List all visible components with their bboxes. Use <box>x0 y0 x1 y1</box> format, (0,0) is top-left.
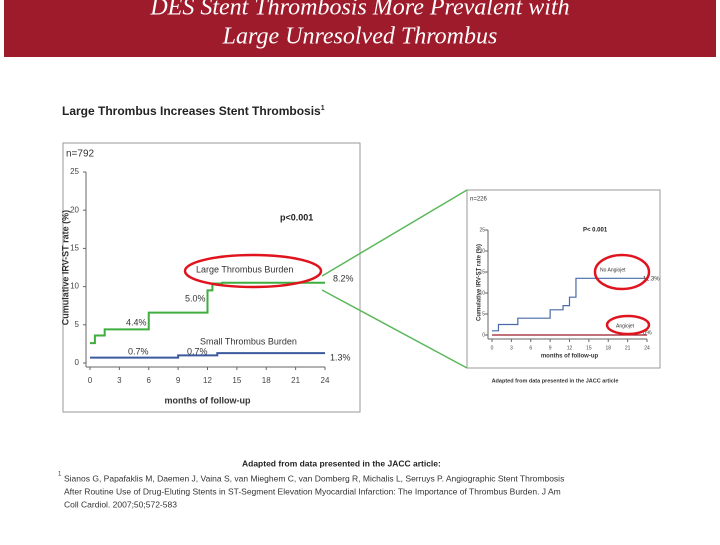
x-tick-label: 3 <box>117 376 122 385</box>
x-tick-label: 15 <box>232 376 241 385</box>
x-tick-label: 6 <box>529 345 532 351</box>
highlight-ellipse <box>593 253 651 291</box>
main-chart-frame <box>62 142 361 413</box>
y-tick-label: 0 <box>482 332 485 338</box>
annotation: 0.7% <box>128 346 149 356</box>
annotation: n=226 <box>470 197 488 203</box>
annotation: 11.3% <box>643 277 660 283</box>
annotation: 0.7% <box>187 346 208 356</box>
x-tick-label: 18 <box>605 345 611 351</box>
connector <box>321 189 468 277</box>
footnote-line: Coll Cardiol. 2007;50;572-583 <box>64 499 177 509</box>
subtitle: Large Thrombus Increases Stent Thrombosi… <box>62 104 325 118</box>
annotation: No Angiojet <box>600 267 626 273</box>
x-tick-label: 12 <box>203 376 212 385</box>
annotation: 4.4% <box>126 317 147 327</box>
y-tick-label: 0 <box>75 358 80 367</box>
x-axis-label: months of follow-up <box>165 395 251 405</box>
y-axis-label: Cumulative IRV-ST rate (%) <box>477 244 483 321</box>
annotation: 1.3% <box>330 352 351 362</box>
footnote-line: Sianos G, Papafaklis M, Daemen J, Vaina … <box>64 473 564 483</box>
footnote-ref: 1 <box>58 472 62 478</box>
y-tick-label: 15 <box>70 244 79 253</box>
subtitle-ref: 1 <box>321 105 325 112</box>
x-tick-label: 12 <box>567 345 573 351</box>
x-tick-label: 24 <box>321 376 330 385</box>
x-tick-label: 15 <box>586 345 592 351</box>
y-tick-label: 25 <box>70 167 79 176</box>
series-line <box>90 281 325 345</box>
x-tick-label: 24 <box>644 345 650 351</box>
annotation: Angiojet <box>616 323 635 329</box>
y-tick-label: 10 <box>479 290 485 296</box>
y-tick-label: 10 <box>70 282 79 291</box>
annotation: P< 0.001 <box>583 228 608 234</box>
x-tick-label: 0 <box>88 376 93 385</box>
y-tick-label: 5 <box>75 320 80 329</box>
annotation: 5.0% <box>185 293 206 303</box>
x-tick-label: 0 <box>491 345 494 351</box>
inset-chart-frame <box>466 189 661 369</box>
annotation: Large Thrombus Burden <box>196 264 293 274</box>
y-axis-label: Cumulative IRV-ST rate (%) <box>60 210 70 325</box>
chart-caption: Adapted from data presented in the JACC … <box>492 378 619 384</box>
x-tick-label: 21 <box>625 345 631 351</box>
y-tick-label: 20 <box>479 248 485 254</box>
annotation: Small Thrombus Burden <box>200 336 297 346</box>
annotation: 0% <box>643 331 652 337</box>
x-tick-label: 9 <box>176 376 181 385</box>
highlight-ellipse <box>605 314 651 336</box>
annotation: 8.2% <box>333 273 354 283</box>
highlight-ellipse <box>183 253 323 289</box>
header-banner <box>4 0 716 57</box>
annotation: n=792 <box>66 149 95 160</box>
x-tick-label: 9 <box>549 345 552 351</box>
footnote-heading: Adapted from data presented in the JACC … <box>242 458 441 468</box>
header-title: Large Unresolved Thrombus <box>222 24 498 50</box>
y-tick-label: 25 <box>479 227 485 233</box>
header-title: DES Stent Thrombosis More Prevalent with <box>149 0 569 21</box>
x-axis-label: months of follow-up <box>541 354 599 360</box>
annotation: p<0.001 <box>280 212 313 222</box>
subtitle-text: Large Thrombus Increases Stent Thrombosi… <box>62 104 321 118</box>
y-tick-label: 20 <box>70 205 79 214</box>
y-tick-label: 5 <box>482 311 485 317</box>
series-line <box>492 277 647 332</box>
x-tick-label: 21 <box>291 376 300 385</box>
y-tick-label: 15 <box>479 269 485 275</box>
connector <box>321 289 468 369</box>
x-tick-label: 6 <box>147 376 152 385</box>
x-tick-label: 18 <box>262 376 271 385</box>
x-tick-label: 3 <box>510 345 513 351</box>
footnote-line: After Routine Use of Drug-Eluting Stents… <box>64 486 561 496</box>
series-line <box>90 352 325 359</box>
